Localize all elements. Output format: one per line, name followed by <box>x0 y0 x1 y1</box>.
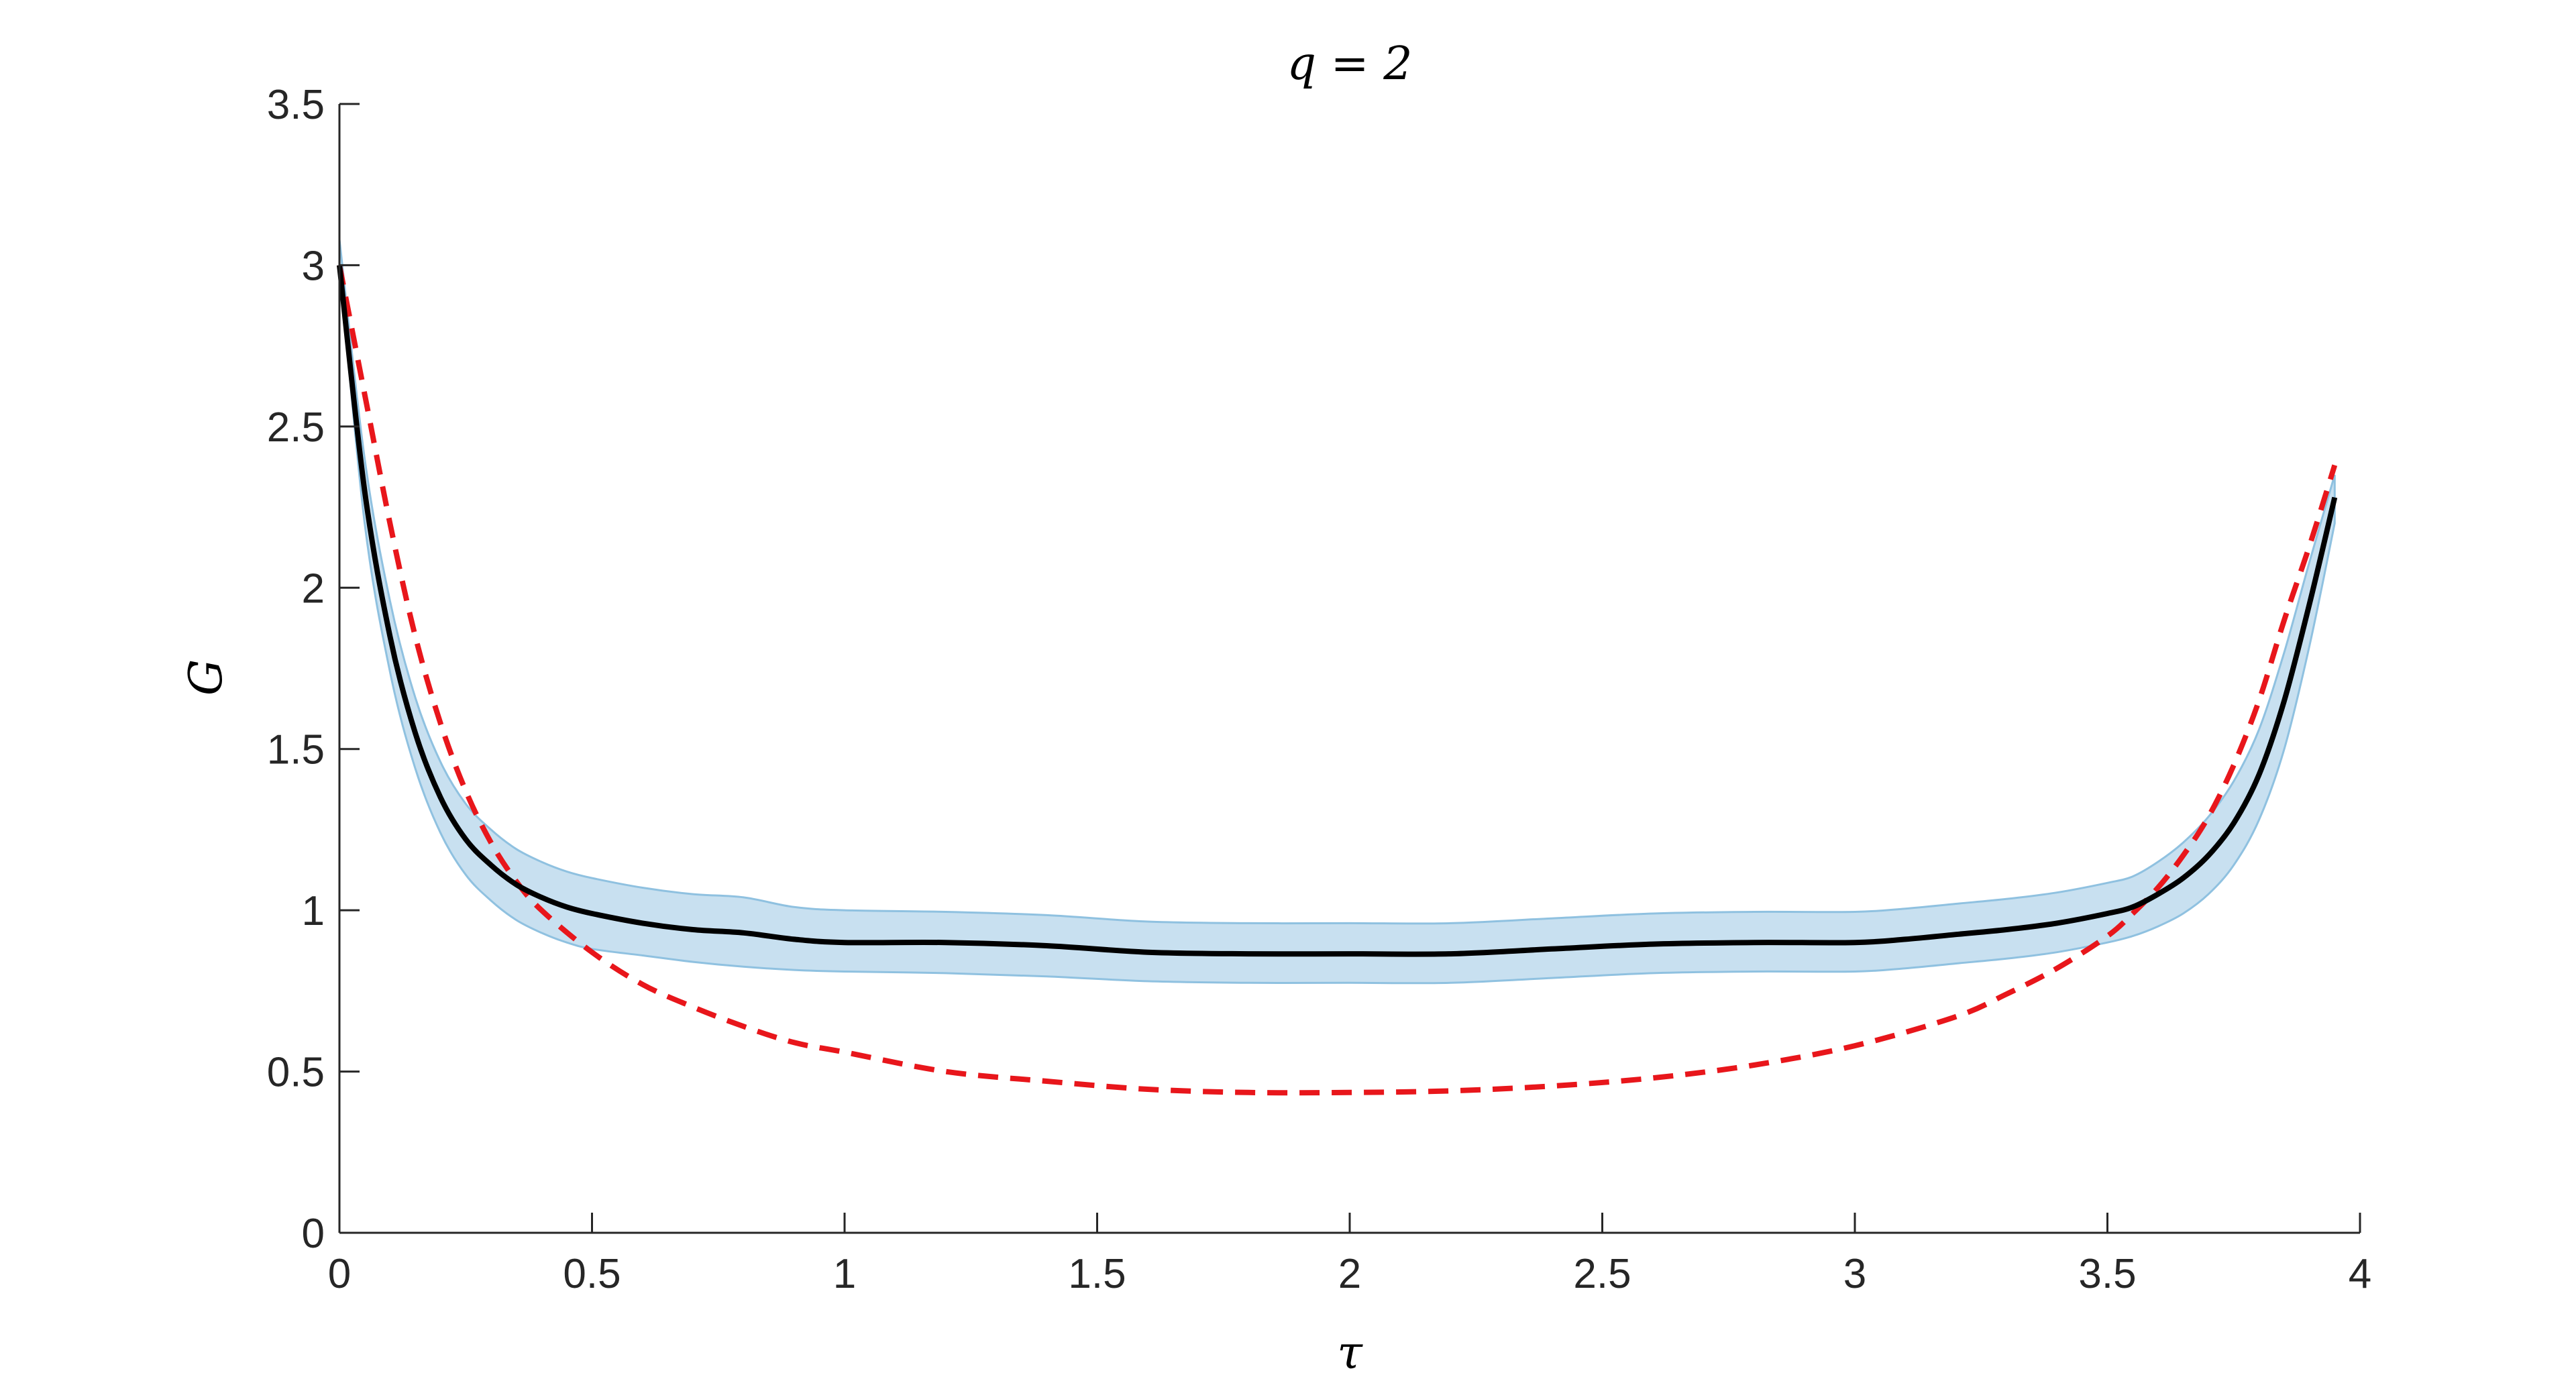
y-tick-label: 0.5 <box>267 1050 325 1096</box>
x-tick-label: 2.5 <box>1573 1251 1631 1297</box>
y-tick-label: 3 <box>302 243 325 289</box>
x-tick-label: 4 <box>2349 1251 2371 1297</box>
chart-title: q = 2 <box>1287 38 1413 91</box>
y-tick-label: 2 <box>302 565 325 612</box>
y-tick-label: 0 <box>302 1211 325 1257</box>
confidence-band <box>338 239 2336 985</box>
y-tick-label: 1 <box>302 888 325 934</box>
dashed-fit-line <box>337 264 2338 1096</box>
x-tick-label: 1.5 <box>1068 1251 1126 1297</box>
y-tick-label: 1.5 <box>267 727 325 773</box>
y-tick-label: 2.5 <box>267 404 325 451</box>
x-tick-label: 0 <box>328 1251 351 1297</box>
x-tick-label: 3 <box>1843 1251 1866 1297</box>
x-tick-label: 3.5 <box>2078 1251 2136 1297</box>
x-tick-label: 2 <box>1338 1251 1361 1297</box>
y-axis-label: G <box>180 659 233 696</box>
x-axis-label: τ <box>1337 1327 1363 1377</box>
mean-line <box>337 264 2338 957</box>
x-tick-label: 0.5 <box>563 1251 621 1297</box>
y-tick-label: 3.5 <box>267 82 325 128</box>
y-ticks: 0 0.5 1 1.5 2 2.5 3 3.5 <box>267 82 360 1257</box>
x-tick-label: 1 <box>833 1251 856 1297</box>
axes: 0 0.5 1 1.5 2 2.5 3 3.5 4 0 0.5 1 1.5 2 2.5 3 3.5 <box>267 82 2371 1297</box>
x-ticks: 0 0.5 1 1.5 2 2.5 3 3.5 4 <box>328 1213 2371 1297</box>
plot-area <box>337 239 2338 1096</box>
